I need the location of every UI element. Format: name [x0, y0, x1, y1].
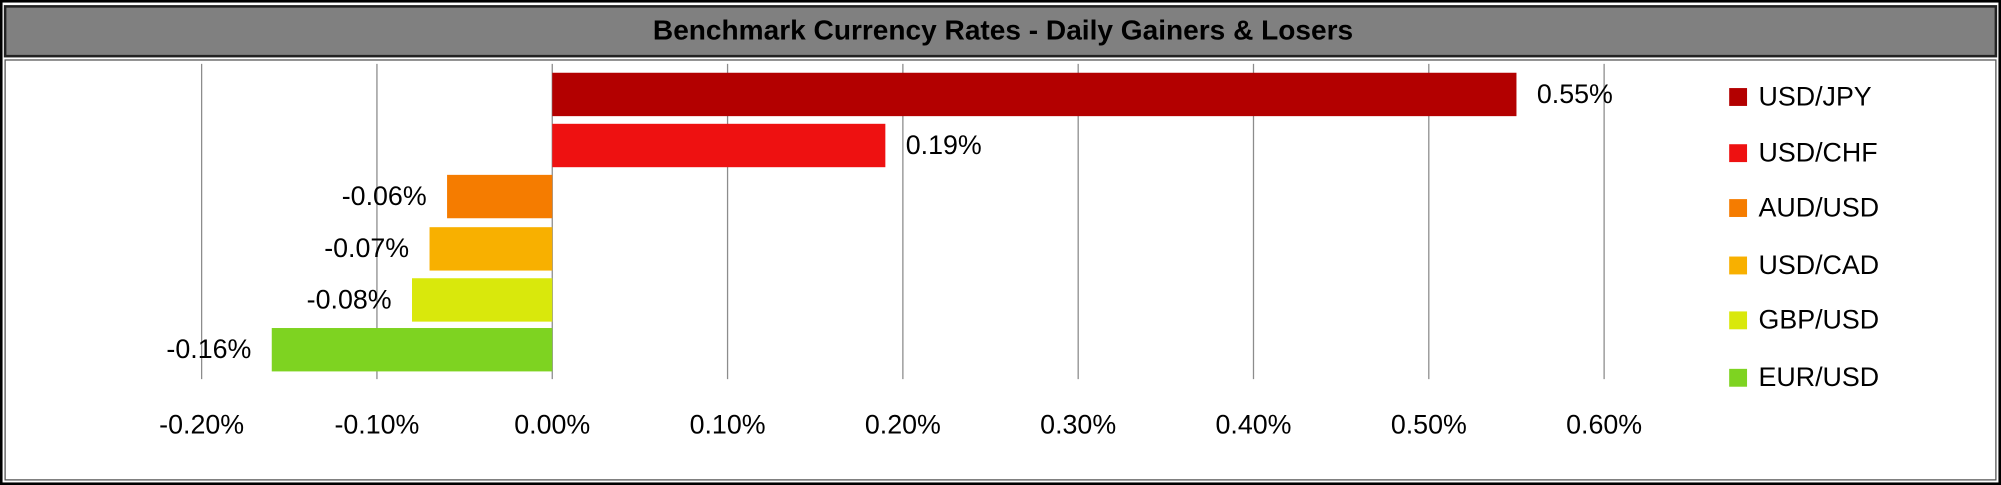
legend-label: USD/CAD [1759, 250, 1880, 280]
value-label: 0.55% [1537, 79, 1613, 109]
legend-swatch [1729, 88, 1748, 106]
bar [552, 123, 886, 168]
legend-swatch [1729, 311, 1748, 330]
chart-title: Benchmark Currency Rates - Daily Gainers… [653, 14, 1353, 45]
legend-label: GBP/USD [1759, 305, 1880, 335]
value-label: -0.08% [307, 284, 392, 314]
bar [412, 278, 553, 322]
plot-frame [4, 59, 1997, 481]
x-tick-label: -0.10% [334, 409, 419, 439]
x-tick-label: 0.10% [690, 409, 766, 439]
legend-label: EUR/USD [1759, 362, 1880, 392]
bar [429, 227, 553, 271]
legend-swatch [1729, 368, 1748, 387]
x-tick-label: 0.20% [865, 409, 941, 439]
x-tick-label: 0.50% [1391, 409, 1467, 439]
value-label: -0.06% [342, 181, 427, 211]
legend-swatch [1729, 144, 1748, 163]
legend-swatch [1729, 256, 1748, 275]
bar [552, 72, 1517, 117]
legend-label: AUD/USD [1759, 192, 1880, 222]
x-tick-label: -0.20% [159, 409, 244, 439]
x-tick-label: 0.40% [1216, 409, 1292, 439]
value-label: -0.07% [324, 233, 409, 263]
legend-label: USD/JPY [1759, 81, 1872, 111]
bar [271, 328, 553, 372]
x-tick-label: 0.00% [514, 409, 590, 439]
legend-label: USD/CHF [1759, 138, 1878, 168]
x-tick-label: 0.30% [1040, 409, 1116, 439]
value-label: -0.16% [166, 334, 251, 364]
legend-swatch [1729, 199, 1748, 217]
x-tick-label: 0.60% [1566, 409, 1642, 439]
bar [447, 174, 553, 219]
title-bar [3, 5, 1998, 58]
value-label: 0.19% [906, 130, 982, 160]
